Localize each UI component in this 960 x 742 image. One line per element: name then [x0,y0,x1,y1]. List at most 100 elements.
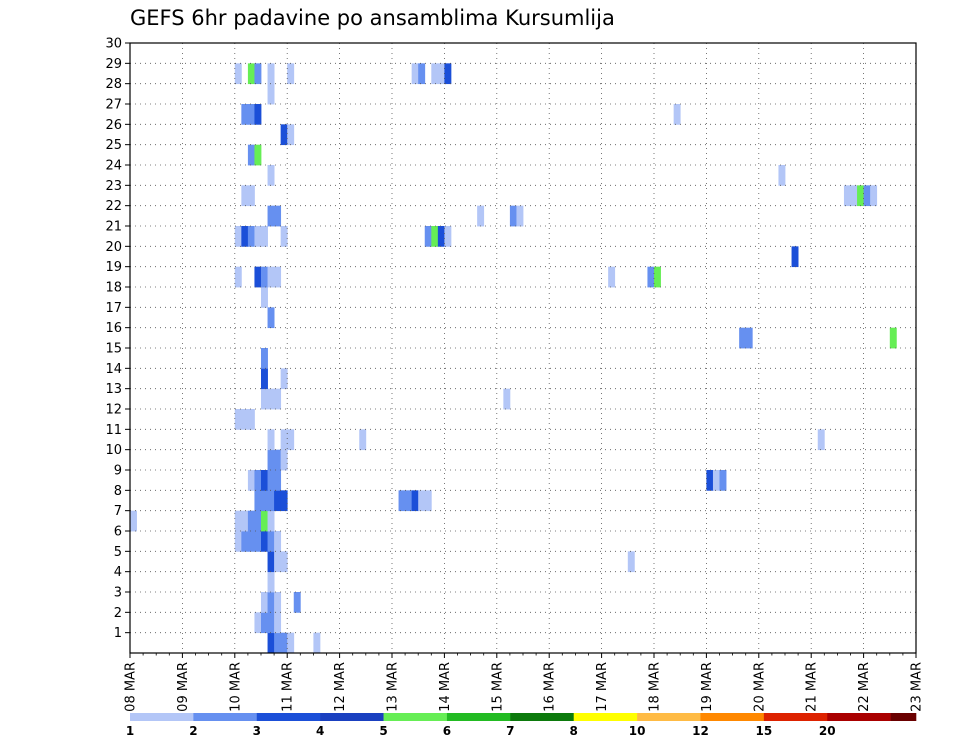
heatmap-cell [712,470,720,491]
y-tick-label: 28 [105,77,122,92]
heatmap-cell [870,185,878,207]
colorbar-label: 3 [253,724,261,738]
axis-layer: 1234567891011121314151617181920212223242… [105,37,924,712]
heatmap-cell [247,510,255,532]
colorbar-label: 20 [819,724,836,738]
colorbar-swatch [130,713,194,721]
y-tick-label: 1 [114,626,122,641]
heatmap-cell [261,368,268,390]
heatmap-cell [418,63,426,85]
colorbar-swatch [256,713,321,721]
heatmap-cell [261,226,268,247]
heatmap-cell [261,388,268,410]
heatmap-cell [418,490,426,512]
heatmap-cell [719,470,727,491]
heatmap-cell [267,266,275,288]
heatmap-cell [280,368,288,390]
y-tick-label: 18 [105,281,122,296]
heatmap-cell [274,449,282,471]
heatmap-cell [627,551,635,573]
heatmap-cell [261,490,268,512]
heatmap-cell [254,104,262,125]
y-tick-label: 17 [105,301,122,316]
heatmap-cell [411,490,419,512]
colorbar-label: 8 [570,724,578,738]
heatmap-cell [267,592,275,613]
colorbar-swatch [890,713,917,721]
plot-frame [129,42,917,654]
heatmap-cell [405,490,413,512]
heatmap-cell [254,470,262,491]
heatmap-cell [411,63,419,85]
heatmap-cell [234,409,242,430]
y-tick-label: 9 [114,464,122,479]
colorbar-label: 6 [443,724,451,738]
x-tick-label: 15 MAR [490,662,505,712]
y-tick-label: 10 [105,443,122,458]
colorbar-swatch [193,713,258,721]
heatmap-cell [274,266,282,288]
x-tick-label: 11 MAR [281,662,296,712]
heatmap-cell [247,185,255,207]
heatmap-cell [267,490,275,512]
heatmap-cell [509,205,517,227]
y-tick-label: 3 [114,586,122,601]
heatmap-cell [647,266,655,288]
heatmap-cell [274,470,282,491]
heatmap-cell [267,83,275,105]
heatmap-cell [274,551,282,573]
x-tick-label: 23 MAR [910,662,925,712]
heatmap-cell [254,612,262,634]
heatmap-cell [313,632,321,654]
heatmap-cell [274,388,282,410]
heatmap-cell [280,632,288,654]
heatmap-cell [241,510,249,532]
colorbar-label: 10 [629,724,646,738]
x-tick-label: 13 MAR [386,662,401,712]
heatmap-cell [287,63,295,85]
heatmap-cell [267,307,275,329]
heatmap-cell [287,124,295,146]
heatmap-cell [234,531,242,552]
heatmap-cell [241,409,249,430]
heatmap-cell [274,531,282,552]
colorbar-swatch [446,713,511,721]
colorbar-swatch [827,713,891,721]
heatmap-cell [130,510,137,532]
colorbar-label: 2 [189,724,197,738]
heatmap-cell [254,226,262,247]
colorbar-swatch [763,713,828,721]
heatmap-cell [234,510,242,532]
heatmap-cell [398,490,406,512]
heatmap-cell [280,490,288,512]
x-tick-label: 22 MAR [857,662,872,712]
heatmap-cell [477,205,485,227]
x-tick-label: 20 MAR [752,662,767,712]
heatmap-cell [739,327,747,349]
heatmap-cell [261,592,268,613]
heatmap-cell [267,63,275,85]
heatmap-cell [280,449,288,471]
x-tick-label: 19 MAR [700,662,715,712]
heatmap-cell [254,490,262,512]
heatmap-cell [267,510,275,532]
heatmap-cell [254,144,262,166]
x-tick-label: 12 MAR [333,662,348,712]
heatmap-cell [274,632,282,654]
x-tick-label: 18 MAR [648,662,663,712]
heatmap-cell [850,185,858,207]
heatmap-cell [254,510,262,532]
colorbar-label: 1 [126,724,134,738]
y-tick-label: 5 [114,545,122,560]
heatmap-cell [293,592,301,613]
heatmap-cell [287,429,295,451]
y-tick-label: 16 [105,321,122,336]
heatmap-cell [267,388,275,410]
heatmap-cell [745,327,753,349]
grid-layer [130,43,916,653]
colorbar-label: 5 [379,724,387,738]
y-tick-label: 20 [105,240,122,255]
heatmap-cell [247,531,255,552]
heatmap-cell [287,632,295,654]
colorbar-swatch [510,713,575,721]
